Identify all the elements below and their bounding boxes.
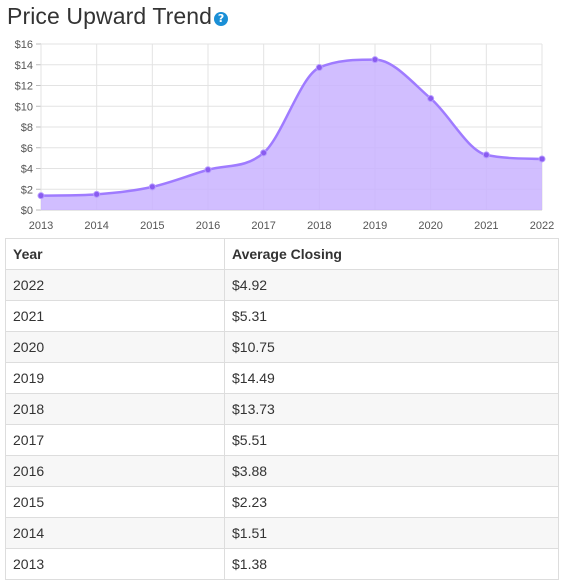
- cell-year: 2017: [5, 424, 225, 456]
- table-row: 2017 $5.51: [5, 424, 559, 456]
- table-row: 2015 $2.23: [5, 486, 559, 518]
- data-point-2021[interactable]: [482, 151, 490, 159]
- series-line: [40, 58, 543, 197]
- cell-average-closing: $4.92: [224, 269, 559, 301]
- cell-year: 2022: [5, 269, 225, 301]
- x-tick-label: 2019: [363, 220, 387, 232]
- data-point-2017[interactable]: [260, 149, 268, 157]
- data-point-2022[interactable]: [538, 155, 546, 163]
- data-point-2015[interactable]: [148, 183, 156, 191]
- cell-average-closing: $14.49: [224, 362, 559, 394]
- page-title: Price Upward Trend: [7, 2, 213, 29]
- x-tick-label: 2021: [474, 220, 498, 232]
- cell-average-closing: $3.88: [224, 455, 559, 487]
- chart-header: Price Upward Trend ?: [7, 0, 229, 32]
- cell-year: 2015: [5, 486, 225, 518]
- y-tick-label: $10: [15, 101, 33, 113]
- y-tick-label: $2: [21, 184, 33, 196]
- cell-year: 2020: [5, 331, 225, 363]
- chart-area: [40, 58, 543, 210]
- price-table: Year Average Closing 2022 $4.92 2021 $5.31 2…: [5, 238, 559, 580]
- data-point-2014[interactable]: [93, 190, 101, 198]
- cell-average-closing: $1.38: [224, 548, 559, 580]
- cell-average-closing: $13.73: [224, 393, 559, 425]
- cell-year: 2014: [5, 517, 225, 549]
- table-row: 2018 $13.73: [5, 393, 559, 425]
- y-tick-label: $6: [21, 143, 33, 155]
- chart-points: [37, 56, 546, 200]
- column-header-average-closing: Average Closing: [224, 238, 559, 270]
- x-tick-label: 2016: [196, 220, 220, 232]
- x-axis-ticks: 2013 2014 2015 2016 2017 2018 2019 2020 2021 2022: [29, 220, 554, 232]
- data-point-2013[interactable]: [37, 192, 45, 200]
- x-tick-label: 2018: [307, 220, 331, 232]
- data-point-2016[interactable]: [204, 166, 212, 174]
- table-row: 2022 $4.92: [5, 269, 559, 301]
- y-axis-ticks: $0 $2 $4 $6 $8 $10 $12 $14 $16: [15, 39, 33, 217]
- y-tick-label: $0: [21, 205, 33, 217]
- question-circle-icon[interactable]: ?: [214, 12, 229, 26]
- table-body: 2022 $4.92 2021 $5.31 2020 $10.75 2019 $14.49 20…: [5, 269, 559, 580]
- table-header-row: Year Average Closing: [5, 238, 559, 270]
- x-tick-label: 2013: [29, 220, 53, 232]
- table-row: 2020 $10.75: [5, 331, 559, 363]
- cell-year: 2021: [5, 300, 225, 332]
- table-row: 2019 $14.49: [5, 362, 559, 394]
- cell-year: 2018: [5, 393, 225, 425]
- column-header-year: Year: [5, 238, 225, 270]
- cell-average-closing: $1.51: [224, 517, 559, 549]
- table-row: 2021 $5.31: [5, 300, 559, 332]
- y-tick-label: $12: [15, 81, 33, 93]
- x-tick-label: 2017: [251, 220, 275, 232]
- cell-average-closing: $10.75: [224, 331, 559, 363]
- cell-year: 2016: [5, 455, 225, 487]
- cell-year: 2019: [5, 362, 225, 394]
- table-row: 2014 $1.51: [5, 517, 559, 549]
- x-tick-label: 2020: [418, 220, 442, 232]
- cell-year: 2013: [5, 548, 225, 580]
- data-point-2020[interactable]: [427, 94, 435, 102]
- price-trend-chart: $0$2$4$6$8$10$12$14$16 2013 2014 2015 2016 2…: [15, 39, 555, 232]
- y-tick-label: $16: [15, 39, 33, 51]
- y-tick-label: $8: [21, 122, 33, 134]
- x-tick-label: 2014: [84, 220, 108, 232]
- y-tick-label: $14: [15, 60, 33, 72]
- x-tick-label: 2022: [530, 220, 554, 232]
- area-fill: [41, 59, 542, 210]
- x-tick-label: 2015: [140, 220, 164, 232]
- y-tick-label: $4: [21, 164, 33, 176]
- cell-average-closing: $5.51: [224, 424, 559, 456]
- cell-average-closing: $5.31: [224, 300, 559, 332]
- data-point-2018[interactable]: [315, 64, 323, 72]
- data-point-2019[interactable]: [371, 56, 379, 64]
- table-row: 2013 $1.38: [5, 548, 559, 580]
- cell-average-closing: $2.23: [224, 486, 559, 518]
- table-row: 2016 $3.88: [5, 455, 559, 487]
